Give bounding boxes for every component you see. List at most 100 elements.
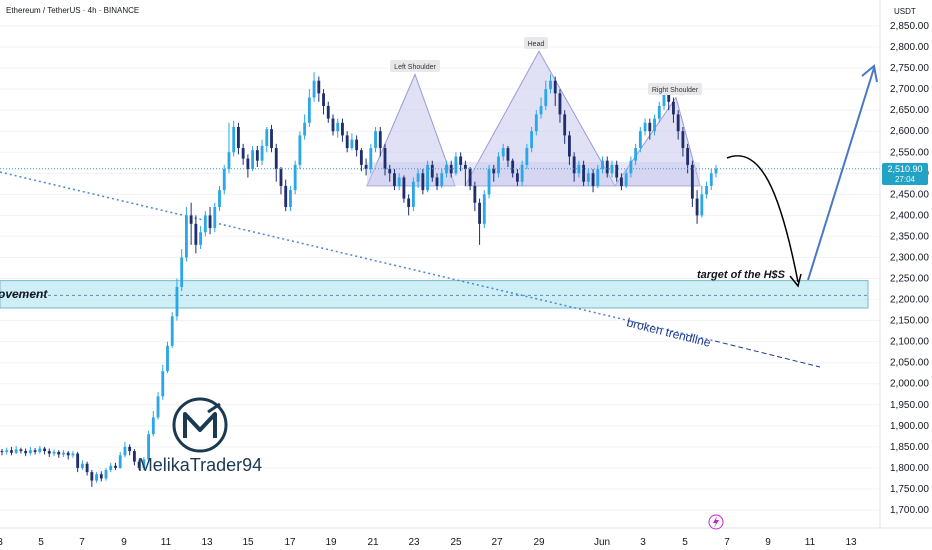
candle-body <box>468 169 472 186</box>
x-tick-label: 5 <box>682 537 688 548</box>
zone-rect <box>0 280 869 309</box>
candle-body <box>161 371 165 397</box>
candle-body <box>416 173 420 182</box>
x-tick-label: 21 <box>367 537 379 548</box>
candle-body <box>28 450 32 454</box>
candle-body <box>142 459 146 468</box>
candle-body <box>430 164 434 178</box>
candle-body <box>534 114 538 132</box>
candle-body <box>709 173 713 186</box>
candle-body <box>662 93 666 106</box>
candle-body <box>473 185 477 203</box>
svg-text:Right Shoulder: Right Shoulder <box>652 87 699 94</box>
candle-body <box>686 148 690 165</box>
candle-body <box>114 465 117 468</box>
candle-body <box>213 206 217 229</box>
candle-body <box>530 131 534 149</box>
candle-body <box>567 135 571 157</box>
candle-body <box>482 194 486 224</box>
candle-body <box>572 156 576 174</box>
candle-body <box>237 127 240 149</box>
candle-body <box>194 223 198 245</box>
candle-body <box>515 173 519 182</box>
candle-body <box>700 194 704 216</box>
candle-body <box>393 173 396 186</box>
candle-body <box>544 89 548 106</box>
y-tick-label: 2,650.00 <box>890 105 929 116</box>
candle-body <box>227 152 231 170</box>
candle-body <box>449 164 453 174</box>
candle-body <box>24 451 28 454</box>
x-axis-ticks: 3 5 7 9 11 13 15 17 19 21 23 25 27 29 Jun 3 5 7 9 11 13 <box>0 537 857 548</box>
candle-body <box>322 93 325 106</box>
y-tick-label: 2,200.00 <box>890 295 929 306</box>
candle-body <box>246 158 250 170</box>
candle-body <box>123 446 127 456</box>
candle-body <box>643 122 647 132</box>
x-tick-label: 13 <box>201 537 213 548</box>
candle-body <box>33 450 37 452</box>
brand-name: MelikaTrader94 <box>138 455 262 475</box>
down-arrowhead <box>789 273 802 288</box>
candle-body <box>601 160 604 170</box>
candle-body <box>19 449 23 452</box>
candle-body <box>175 286 179 317</box>
candle-body <box>298 135 302 165</box>
candle-body <box>355 139 359 151</box>
y-tick-label: 2,450.00 <box>890 189 929 200</box>
candle-body <box>137 461 141 468</box>
left-shoulder-label: Left Shoulder <box>390 60 440 72</box>
candle-body <box>128 446 132 452</box>
currency-label: USDT <box>894 7 916 16</box>
candle-body <box>549 80 552 90</box>
candle-body <box>695 198 699 216</box>
x-tick-label: 17 <box>284 537 296 548</box>
candle-body <box>624 173 628 186</box>
candle-body <box>388 169 392 174</box>
candle-body <box>487 169 491 195</box>
candle-body <box>38 448 42 452</box>
candle-body <box>492 169 496 174</box>
candle-body <box>279 169 283 186</box>
candle-body <box>293 164 297 191</box>
x-tick-label: 25 <box>450 537 462 548</box>
candle-body <box>85 463 89 473</box>
candle-body <box>14 449 18 453</box>
candle-body <box>156 396 160 418</box>
candle-body <box>90 472 94 481</box>
candle-body <box>369 148 373 170</box>
candle-body <box>605 160 609 174</box>
lightning-icon[interactable] <box>708 514 724 530</box>
y-tick-label: 2,800.00 <box>890 42 929 53</box>
candle-body <box>326 105 330 119</box>
candle-body <box>378 131 382 149</box>
candle-body <box>558 93 562 115</box>
up-arrow-line <box>807 67 875 281</box>
trendline-extension <box>714 340 821 368</box>
y-tick-label: 2,850.00 <box>890 21 929 32</box>
last-price-value: 2,510.90 <box>887 164 922 174</box>
candle-body <box>667 93 671 102</box>
candle-body <box>189 215 193 224</box>
candle-body <box>586 173 590 182</box>
price-axis[interactable] <box>880 0 932 550</box>
candle-body <box>43 448 46 452</box>
candle-body <box>62 452 65 455</box>
candle-body <box>180 257 184 287</box>
candle-body <box>615 164 619 178</box>
x-tick-label: Jun <box>594 537 610 548</box>
x-tick-label: 7 <box>724 537 730 548</box>
candle-body <box>241 148 245 159</box>
candle-body <box>99 474 103 479</box>
candle-body <box>435 177 439 186</box>
y-tick-label: 2,750.00 <box>890 63 929 74</box>
candle-body <box>359 150 363 165</box>
candle-body <box>705 185 708 195</box>
candle-body <box>341 122 344 136</box>
candle-body <box>402 177 406 199</box>
candle-body <box>270 129 273 149</box>
candle-body <box>52 451 56 454</box>
key-zone <box>0 280 869 309</box>
